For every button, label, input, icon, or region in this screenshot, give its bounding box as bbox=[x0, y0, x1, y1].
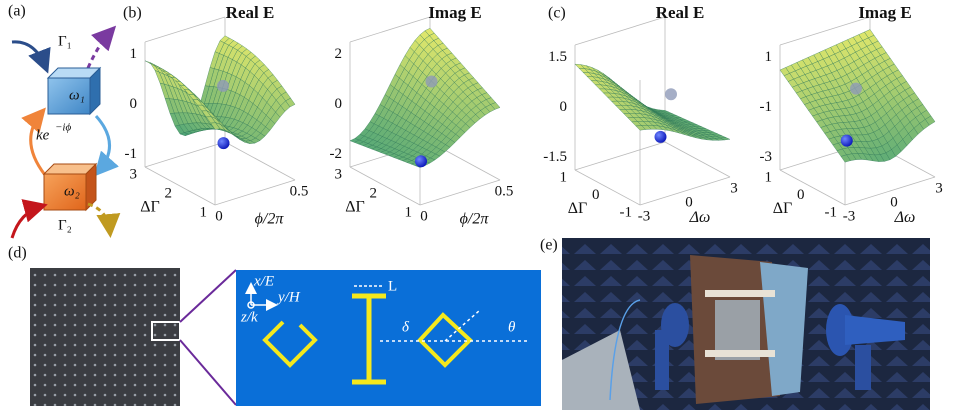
exceptional-point bbox=[415, 155, 427, 167]
plot-title: Real E bbox=[656, 3, 705, 22]
box-edge bbox=[225, 142, 295, 180]
coupling-label: ke bbox=[36, 127, 50, 143]
y-tick-label: -1 bbox=[620, 204, 633, 220]
y-axis-label: ΔΓ bbox=[568, 200, 588, 217]
output-arrow bbox=[88, 30, 112, 68]
box-edge bbox=[145, 17, 225, 42]
zoom-line bbox=[180, 340, 236, 405]
panel-label: (b) bbox=[123, 5, 142, 22]
box-edge bbox=[575, 142, 665, 170]
z-tick-label: -2 bbox=[330, 146, 343, 162]
angle-label: θ bbox=[508, 319, 516, 335]
x-tick-label: -3 bbox=[843, 208, 856, 224]
plot-title: Imag E bbox=[858, 3, 911, 22]
y-tick-label: 1 bbox=[765, 169, 773, 185]
box-edge bbox=[420, 180, 500, 205]
exceptional-point bbox=[218, 137, 230, 149]
gamma-label: Γ₂ bbox=[58, 217, 72, 233]
gamma-label: Γ₁ bbox=[58, 33, 72, 49]
z-tick-label: 0 bbox=[335, 96, 343, 112]
plot-title: Imag E bbox=[428, 3, 481, 22]
z-tick-label: 0 bbox=[560, 99, 568, 115]
node-label: ω₂ bbox=[64, 183, 80, 199]
input-arrow bbox=[12, 206, 42, 238]
zoom-line bbox=[180, 270, 236, 322]
sample-photo bbox=[30, 268, 180, 406]
exceptional-point bbox=[217, 80, 229, 92]
axis-label: y/H bbox=[276, 289, 301, 305]
y-tick-label: -1 bbox=[825, 204, 838, 220]
axis-label: z/k bbox=[240, 309, 258, 325]
panel-label: (c) bbox=[548, 5, 566, 22]
box-edge bbox=[665, 142, 730, 177]
y-tick-label: 1 bbox=[560, 169, 568, 185]
x-axis-label: Δω bbox=[689, 209, 711, 226]
box-edge bbox=[215, 180, 295, 205]
z-tick-label: -1.5 bbox=[543, 149, 567, 165]
y-tick-label: 1 bbox=[200, 204, 208, 220]
node-label: ω₁ bbox=[69, 87, 85, 103]
setup-photo bbox=[562, 238, 930, 410]
exceptional-point bbox=[850, 83, 862, 95]
y-axis-label: ΔΓ bbox=[345, 199, 365, 216]
x-tick-label: 0.5 bbox=[495, 183, 514, 199]
box-edge bbox=[575, 17, 665, 45]
panel-label: (a) bbox=[8, 3, 26, 20]
y-tick-label: 3 bbox=[335, 166, 343, 182]
x-tick-label: 3 bbox=[935, 180, 943, 196]
y-axis-label: ΔΓ bbox=[140, 199, 160, 216]
z-tick-label: 1 bbox=[130, 46, 138, 62]
y-tick-label: 2 bbox=[370, 185, 378, 201]
exceptional-point bbox=[655, 131, 667, 143]
x-axis-label: Δω bbox=[894, 209, 916, 226]
box-edge bbox=[145, 142, 225, 167]
offset-label: δ bbox=[402, 319, 410, 335]
x-axis-label: ϕ/2π bbox=[460, 211, 490, 228]
x-tick-label: 0.5 bbox=[290, 183, 309, 199]
x-tick-label: -3 bbox=[638, 208, 651, 224]
exceptional-point bbox=[665, 88, 677, 100]
y-tick-label: 3 bbox=[130, 166, 138, 182]
input-arrow bbox=[12, 42, 46, 68]
coupling-arrow bbox=[96, 116, 110, 172]
axis-label: x/E bbox=[253, 273, 274, 289]
plot-title: Real E bbox=[226, 3, 275, 22]
z-tick-label: 0 bbox=[130, 96, 138, 112]
y-tick-label: 1 bbox=[405, 204, 413, 220]
x-tick-label: 3 bbox=[730, 180, 738, 196]
z-tick-label: 2 bbox=[335, 46, 343, 62]
panel-label: (d) bbox=[8, 245, 27, 262]
panel-label: (e) bbox=[540, 237, 558, 254]
y-tick-label: 0 bbox=[797, 187, 805, 203]
exceptional-point bbox=[841, 135, 853, 147]
y-axis-label: ΔΓ bbox=[773, 200, 793, 217]
figure: (a) ω₁ Γ₁ ke −iϕ ω₂ Γ₂ (b) (c) Real E10-… bbox=[0, 0, 956, 417]
coupling-arrow bbox=[31, 112, 45, 175]
z-tick-label: -1 bbox=[125, 146, 138, 162]
y-tick-label: 0 bbox=[592, 187, 600, 203]
z-tick-label: 1 bbox=[765, 49, 773, 65]
x-tick-label: 0 bbox=[420, 208, 428, 224]
x-tick-label: 0 bbox=[215, 208, 223, 224]
surface-plot: Real E1.50-1.510-1-303ΔΓΔω bbox=[543, 3, 738, 226]
x-axis-label: ϕ/2π bbox=[255, 211, 285, 228]
coupling-exponent: −iϕ bbox=[55, 122, 71, 134]
z-tick-label: -3 bbox=[760, 149, 773, 165]
z-tick-label: -1 bbox=[760, 99, 773, 115]
dimension-label: L bbox=[388, 278, 397, 294]
y-tick-label: 2 bbox=[165, 185, 173, 201]
exceptional-point bbox=[426, 76, 438, 88]
z-tick-label: 1.5 bbox=[548, 49, 567, 65]
output-arrow bbox=[88, 204, 110, 232]
